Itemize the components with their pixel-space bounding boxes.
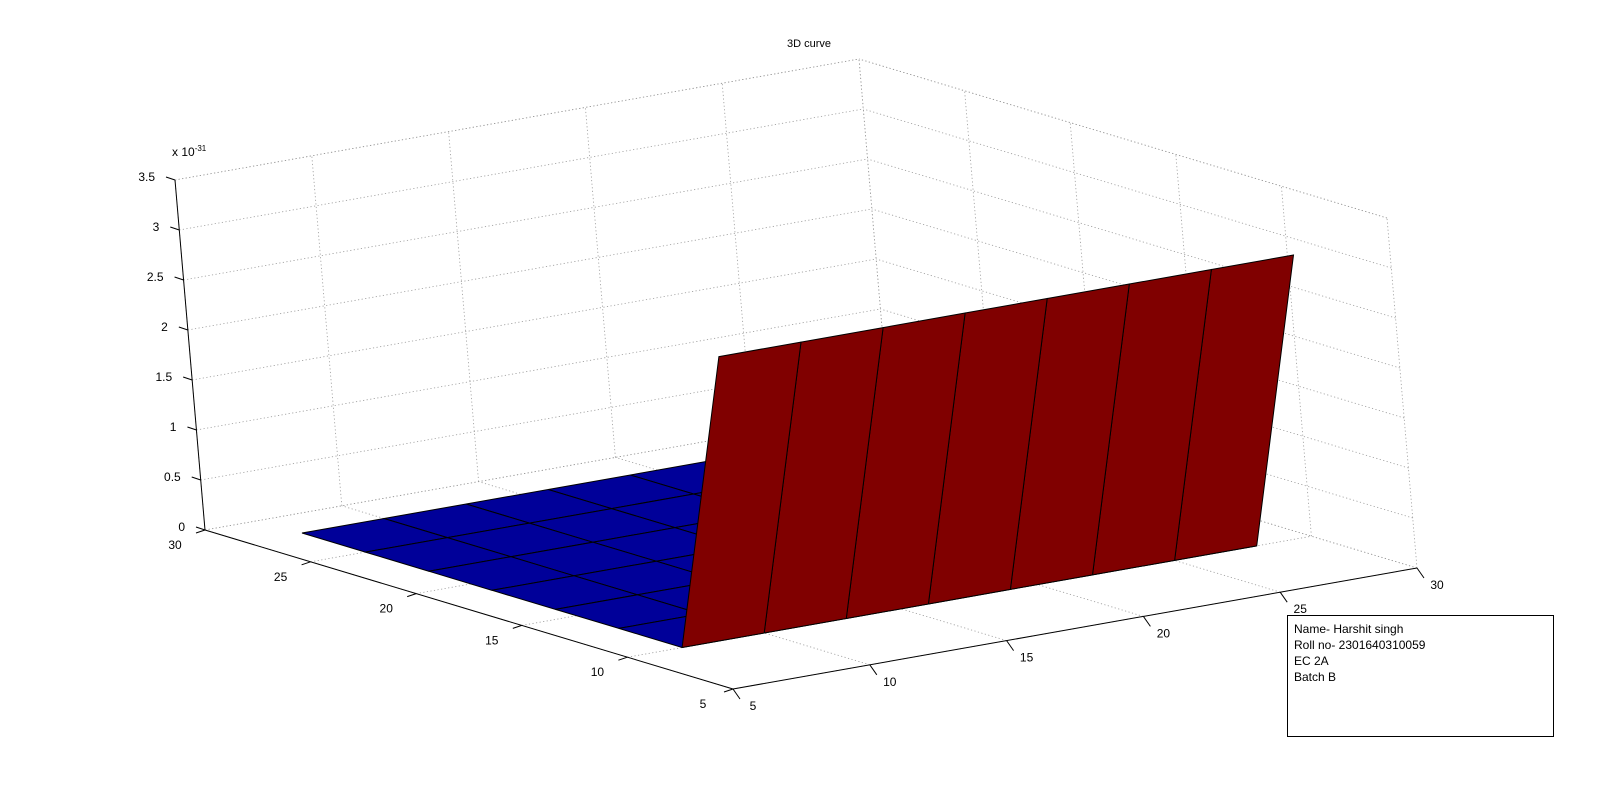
x-tick-label: 15: [1020, 651, 1034, 665]
back-wall-grid-line: [183, 158, 868, 281]
back-wall-top-edge: [174, 58, 860, 181]
x-tick-mark: [1006, 640, 1015, 651]
annotation-batch-line: Batch B: [1294, 670, 1337, 684]
back-wall-grid-line: [311, 155, 343, 506]
x-tick-label: 25: [1294, 602, 1308, 616]
z-tick-mark: [187, 426, 197, 431]
z-tick-label: 1.5: [155, 370, 172, 384]
side-wall-grid-line: [1281, 186, 1312, 537]
y-tick-mark: [723, 688, 734, 693]
z-tick-mark: [182, 376, 193, 381]
z-tick-mark: [170, 226, 180, 231]
z-tick-mark: [165, 176, 176, 181]
back-wall-grid-line: [585, 107, 616, 458]
back-wall-grid-line: [179, 108, 864, 231]
side-wall-grid-line: [863, 108, 1392, 269]
side-wall-top-edge: [858, 58, 1388, 219]
y-axis-line: [204, 529, 734, 690]
z-exponent-label: x 10-31: [172, 144, 207, 159]
annotation-roll-line: Roll no- 2301640310059: [1294, 638, 1426, 652]
x-tick-mark: [1416, 567, 1425, 579]
x-tick-label: 20: [1157, 626, 1171, 640]
x-tick-label: 30: [1430, 578, 1444, 592]
side-wall-grid-line: [1386, 217, 1418, 569]
y-tick-label: 10: [591, 665, 605, 679]
y-tick-mark: [512, 624, 522, 629]
y-tick-mark: [195, 529, 206, 534]
back-wall-grid-line: [187, 208, 872, 331]
z-tick-label: 1: [170, 420, 177, 434]
z-tick-label: 0.5: [164, 470, 181, 484]
z-axis-line: [174, 179, 206, 531]
z-tick-mark: [178, 326, 189, 331]
y-tick-label: 20: [380, 602, 394, 616]
surface-cell: [681, 341, 802, 649]
x-axis-line: [732, 567, 1418, 690]
annotation-textbox: Name- Harshit singh Roll no- 23016403100…: [1287, 615, 1554, 737]
x-tick-label: 10: [883, 675, 897, 689]
back-wall-grid-line: [204, 408, 890, 531]
z-tick-mark: [174, 276, 184, 281]
y-tick-label: 5: [700, 697, 707, 711]
x-tick-mark: [1279, 591, 1288, 603]
z-tick-label: 3.5: [138, 170, 155, 184]
y-tick-mark: [301, 561, 311, 566]
z-tick-label: 3: [153, 220, 160, 234]
y-tick-mark: [618, 656, 628, 661]
y-tick-label: 15: [485, 633, 499, 647]
surface-layer: [301, 254, 1295, 649]
z-tick-label: 0: [178, 520, 185, 534]
z-tick-label: 2.5: [147, 270, 164, 284]
annotation-name-line: Name- Harshit singh: [1294, 622, 1404, 636]
axes-layer: [165, 176, 1425, 700]
labels-layer: 5 10 15 20 25 30 5 10 15 20 25 30 0 0.5 1 1.5 2 2.5 3 3.5 x …: [138, 144, 1444, 713]
y-tick-mark: [407, 593, 417, 598]
back-wall-grid-line: [200, 358, 885, 481]
z-tick-mark: [191, 476, 201, 481]
annotation-class-line: EC 2A: [1294, 654, 1329, 668]
chart-title: 3D curve: [787, 38, 831, 50]
x-tick-mark: [732, 688, 741, 700]
z-tick-mark: [195, 526, 206, 531]
back-wall-grid-line: [196, 308, 881, 431]
y-tick-label: 30: [168, 538, 182, 552]
y-tick-label: 25: [274, 570, 288, 584]
back-wall-grid-line: [192, 258, 877, 381]
back-wall-grid-line: [448, 131, 479, 482]
x-tick-label: 5: [750, 699, 757, 713]
x-tick-mark: [869, 664, 878, 676]
z-tick-label: 2: [161, 320, 168, 334]
x-tick-mark: [1142, 616, 1151, 627]
